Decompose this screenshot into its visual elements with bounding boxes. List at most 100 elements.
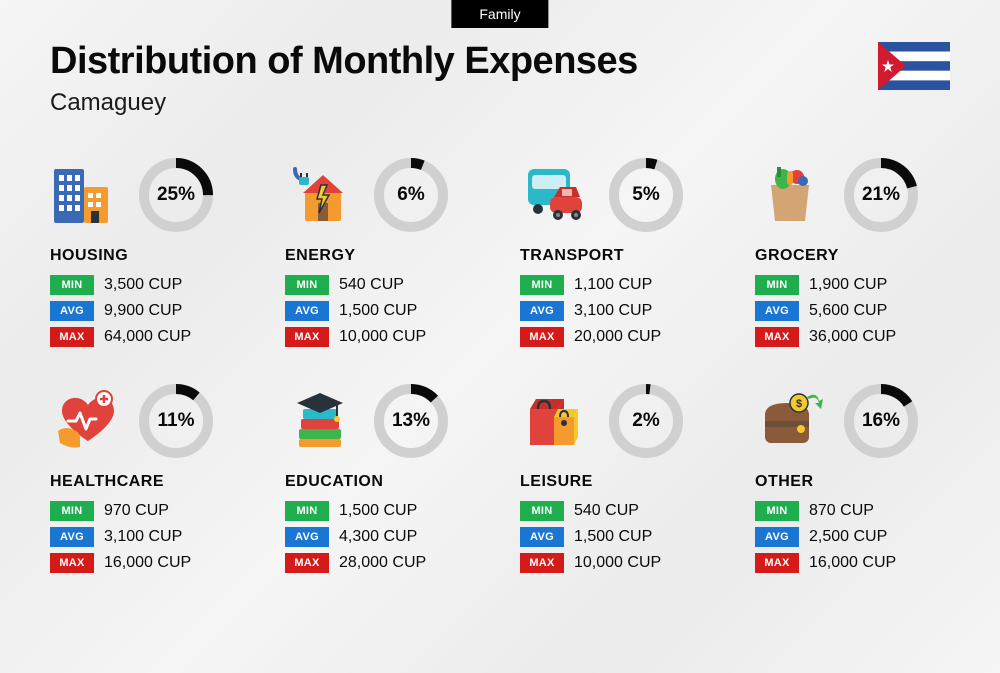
stat-row-min: MIN 3,500 CUP: [50, 275, 245, 295]
stat-row-max: MAX 20,000 CUP: [520, 327, 715, 347]
category-card: 6% ENERGY MIN 540 CUP AVG 1,500 CUP MAX …: [285, 157, 480, 353]
min-badge: MIN: [520, 501, 564, 521]
max-value: 64,000 CUP: [104, 328, 191, 346]
category-name: HOUSING: [50, 247, 245, 265]
category-name: ENERGY: [285, 247, 480, 265]
avg-badge: AVG: [755, 301, 799, 321]
percent-donut: 25%: [138, 157, 214, 233]
min-badge: MIN: [755, 275, 799, 295]
percent-donut: 6%: [373, 157, 449, 233]
education-icon: [285, 389, 355, 453]
stat-row-max: MAX 16,000 CUP: [755, 553, 950, 573]
page-title: Distribution of Monthly Expenses: [50, 40, 950, 83]
avg-badge: AVG: [50, 301, 94, 321]
max-badge: MAX: [285, 553, 329, 573]
category-name: LEISURE: [520, 473, 715, 491]
max-badge: MAX: [520, 327, 564, 347]
avg-badge: AVG: [520, 301, 564, 321]
max-badge: MAX: [755, 553, 799, 573]
percent-donut: 2%: [608, 383, 684, 459]
stat-row-min: MIN 970 CUP: [50, 501, 245, 521]
stat-row-avg: AVG 1,500 CUP: [285, 301, 480, 321]
max-value: 20,000 CUP: [574, 328, 661, 346]
max-value: 16,000 CUP: [809, 554, 896, 572]
avg-badge: AVG: [285, 301, 329, 321]
avg-value: 9,900 CUP: [104, 302, 182, 320]
flag-cuba: [878, 42, 950, 90]
avg-value: 3,100 CUP: [104, 528, 182, 546]
percent-donut: 21%: [843, 157, 919, 233]
stat-row-min: MIN 540 CUP: [285, 275, 480, 295]
max-value: 10,000 CUP: [574, 554, 661, 572]
category-card: 21% GROCERY MIN 1,900 CUP AVG 5,600 CUP …: [755, 157, 950, 353]
category-card: 11% HEALTHCARE MIN 970 CUP AVG 3,100 CUP…: [50, 383, 245, 579]
stat-row-min: MIN 540 CUP: [520, 501, 715, 521]
stat-row-max: MAX 64,000 CUP: [50, 327, 245, 347]
category-name: TRANSPORT: [520, 247, 715, 265]
max-badge: MAX: [285, 327, 329, 347]
percent-label: 13%: [373, 383, 449, 459]
max-value: 28,000 CUP: [339, 554, 426, 572]
stat-row-avg: AVG 3,100 CUP: [520, 301, 715, 321]
min-badge: MIN: [285, 501, 329, 521]
avg-value: 1,500 CUP: [574, 528, 652, 546]
stat-row-avg: AVG 5,600 CUP: [755, 301, 950, 321]
svg-text:$: $: [796, 398, 802, 410]
max-badge: MAX: [755, 327, 799, 347]
percent-label: 2%: [608, 383, 684, 459]
min-value: 3,500 CUP: [104, 276, 182, 294]
category-card: 5% TRANSPORT MIN 1,100 CUP AVG 3,100 CUP…: [520, 157, 715, 353]
avg-value: 2,500 CUP: [809, 528, 887, 546]
percent-label: 25%: [138, 157, 214, 233]
min-value: 1,100 CUP: [574, 276, 652, 294]
stat-row-max: MAX 36,000 CUP: [755, 327, 950, 347]
avg-badge: AVG: [285, 527, 329, 547]
max-badge: MAX: [50, 553, 94, 573]
other-icon: $: [755, 389, 825, 453]
stat-row-max: MAX 10,000 CUP: [285, 327, 480, 347]
avg-badge: AVG: [755, 527, 799, 547]
percent-donut: 16%: [843, 383, 919, 459]
category-card: 25% HOUSING MIN 3,500 CUP AVG 9,900 CUP …: [50, 157, 245, 353]
min-badge: MIN: [50, 275, 94, 295]
max-value: 16,000 CUP: [104, 554, 191, 572]
max-value: 10,000 CUP: [339, 328, 426, 346]
percent-label: 6%: [373, 157, 449, 233]
avg-value: 4,300 CUP: [339, 528, 417, 546]
percent-donut: 13%: [373, 383, 449, 459]
percent-label: 16%: [843, 383, 919, 459]
category-name: HEALTHCARE: [50, 473, 245, 491]
category-card: $ 16% OTHER MIN 870 CUP AVG 2,500 CUP MA…: [755, 383, 950, 579]
grocery-icon: [755, 163, 825, 227]
max-value: 36,000 CUP: [809, 328, 896, 346]
transport-icon: [520, 163, 590, 227]
healthcare-icon: [50, 389, 120, 453]
stat-row-min: MIN 870 CUP: [755, 501, 950, 521]
stat-row-avg: AVG 1,500 CUP: [520, 527, 715, 547]
stat-row-max: MAX 28,000 CUP: [285, 553, 480, 573]
avg-value: 5,600 CUP: [809, 302, 887, 320]
min-badge: MIN: [50, 501, 94, 521]
category-card: 13% EDUCATION MIN 1,500 CUP AVG 4,300 CU…: [285, 383, 480, 579]
percent-donut: 5%: [608, 157, 684, 233]
max-badge: MAX: [50, 327, 94, 347]
stat-row-min: MIN 1,900 CUP: [755, 275, 950, 295]
min-value: 970 CUP: [104, 502, 169, 520]
page-subtitle: Camaguey: [50, 89, 950, 117]
category-card: 2% LEISURE MIN 540 CUP AVG 1,500 CUP MAX…: [520, 383, 715, 579]
top-badge: Family: [451, 0, 548, 28]
buildings-icon: [50, 163, 120, 227]
stat-row-min: MIN 1,100 CUP: [520, 275, 715, 295]
min-value: 870 CUP: [809, 502, 874, 520]
stat-row-max: MAX 16,000 CUP: [50, 553, 245, 573]
percent-label: 21%: [843, 157, 919, 233]
avg-badge: AVG: [520, 527, 564, 547]
stat-row-avg: AVG 4,300 CUP: [285, 527, 480, 547]
percent-label: 5%: [608, 157, 684, 233]
leisure-icon: [520, 389, 590, 453]
energy-icon: [285, 163, 355, 227]
category-name: EDUCATION: [285, 473, 480, 491]
max-badge: MAX: [520, 553, 564, 573]
min-badge: MIN: [755, 501, 799, 521]
percent-donut: 11%: [138, 383, 214, 459]
